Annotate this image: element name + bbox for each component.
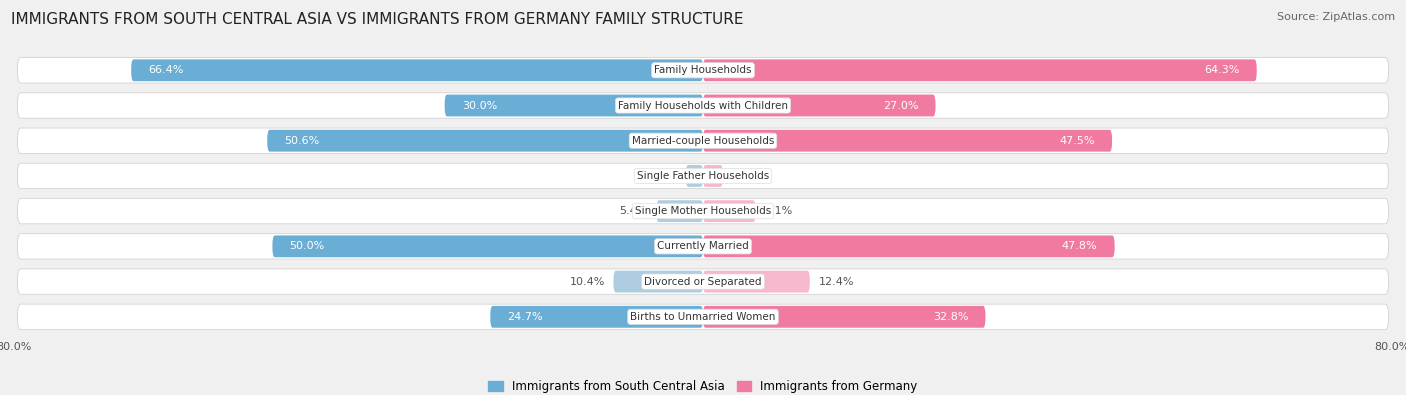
Text: 32.8%: 32.8% xyxy=(932,312,969,322)
FancyBboxPatch shape xyxy=(131,59,703,81)
FancyBboxPatch shape xyxy=(17,93,1389,118)
FancyBboxPatch shape xyxy=(686,165,703,187)
Text: 12.4%: 12.4% xyxy=(818,276,853,287)
Text: Divorced or Separated: Divorced or Separated xyxy=(644,276,762,287)
FancyBboxPatch shape xyxy=(657,200,703,222)
FancyBboxPatch shape xyxy=(703,271,810,293)
FancyBboxPatch shape xyxy=(17,269,1389,294)
Text: 2.0%: 2.0% xyxy=(648,171,678,181)
FancyBboxPatch shape xyxy=(613,271,703,293)
FancyBboxPatch shape xyxy=(267,130,703,152)
FancyBboxPatch shape xyxy=(17,234,1389,259)
FancyBboxPatch shape xyxy=(491,306,703,328)
Text: 6.1%: 6.1% xyxy=(763,206,793,216)
Text: Single Father Households: Single Father Households xyxy=(637,171,769,181)
Text: Family Households with Children: Family Households with Children xyxy=(619,100,787,111)
Text: 47.8%: 47.8% xyxy=(1062,241,1098,251)
Text: 66.4%: 66.4% xyxy=(149,65,184,75)
FancyBboxPatch shape xyxy=(703,130,1112,152)
Text: 30.0%: 30.0% xyxy=(461,100,498,111)
Text: 50.6%: 50.6% xyxy=(284,136,319,146)
FancyBboxPatch shape xyxy=(444,94,703,117)
FancyBboxPatch shape xyxy=(703,200,755,222)
Text: 10.4%: 10.4% xyxy=(569,276,605,287)
FancyBboxPatch shape xyxy=(17,58,1389,83)
FancyBboxPatch shape xyxy=(17,128,1389,153)
Text: 27.0%: 27.0% xyxy=(883,100,918,111)
Text: 64.3%: 64.3% xyxy=(1204,65,1240,75)
Text: IMMIGRANTS FROM SOUTH CENTRAL ASIA VS IMMIGRANTS FROM GERMANY FAMILY STRUCTURE: IMMIGRANTS FROM SOUTH CENTRAL ASIA VS IM… xyxy=(11,12,744,27)
Text: 24.7%: 24.7% xyxy=(508,312,543,322)
FancyBboxPatch shape xyxy=(703,59,1257,81)
FancyBboxPatch shape xyxy=(703,165,723,187)
Text: Currently Married: Currently Married xyxy=(657,241,749,251)
Text: 2.3%: 2.3% xyxy=(731,171,759,181)
Legend: Immigrants from South Central Asia, Immigrants from Germany: Immigrants from South Central Asia, Immi… xyxy=(484,376,922,395)
FancyBboxPatch shape xyxy=(17,198,1389,224)
Text: Family Households: Family Households xyxy=(654,65,752,75)
FancyBboxPatch shape xyxy=(273,235,703,257)
FancyBboxPatch shape xyxy=(17,304,1389,329)
FancyBboxPatch shape xyxy=(703,235,1115,257)
Text: Births to Unmarried Women: Births to Unmarried Women xyxy=(630,312,776,322)
Text: Source: ZipAtlas.com: Source: ZipAtlas.com xyxy=(1277,12,1395,22)
Text: 47.5%: 47.5% xyxy=(1059,136,1095,146)
Text: 5.4%: 5.4% xyxy=(620,206,648,216)
Text: Single Mother Households: Single Mother Households xyxy=(636,206,770,216)
FancyBboxPatch shape xyxy=(17,163,1389,189)
FancyBboxPatch shape xyxy=(703,306,986,328)
Text: Married-couple Households: Married-couple Households xyxy=(631,136,775,146)
FancyBboxPatch shape xyxy=(703,94,935,117)
Text: 50.0%: 50.0% xyxy=(290,241,325,251)
